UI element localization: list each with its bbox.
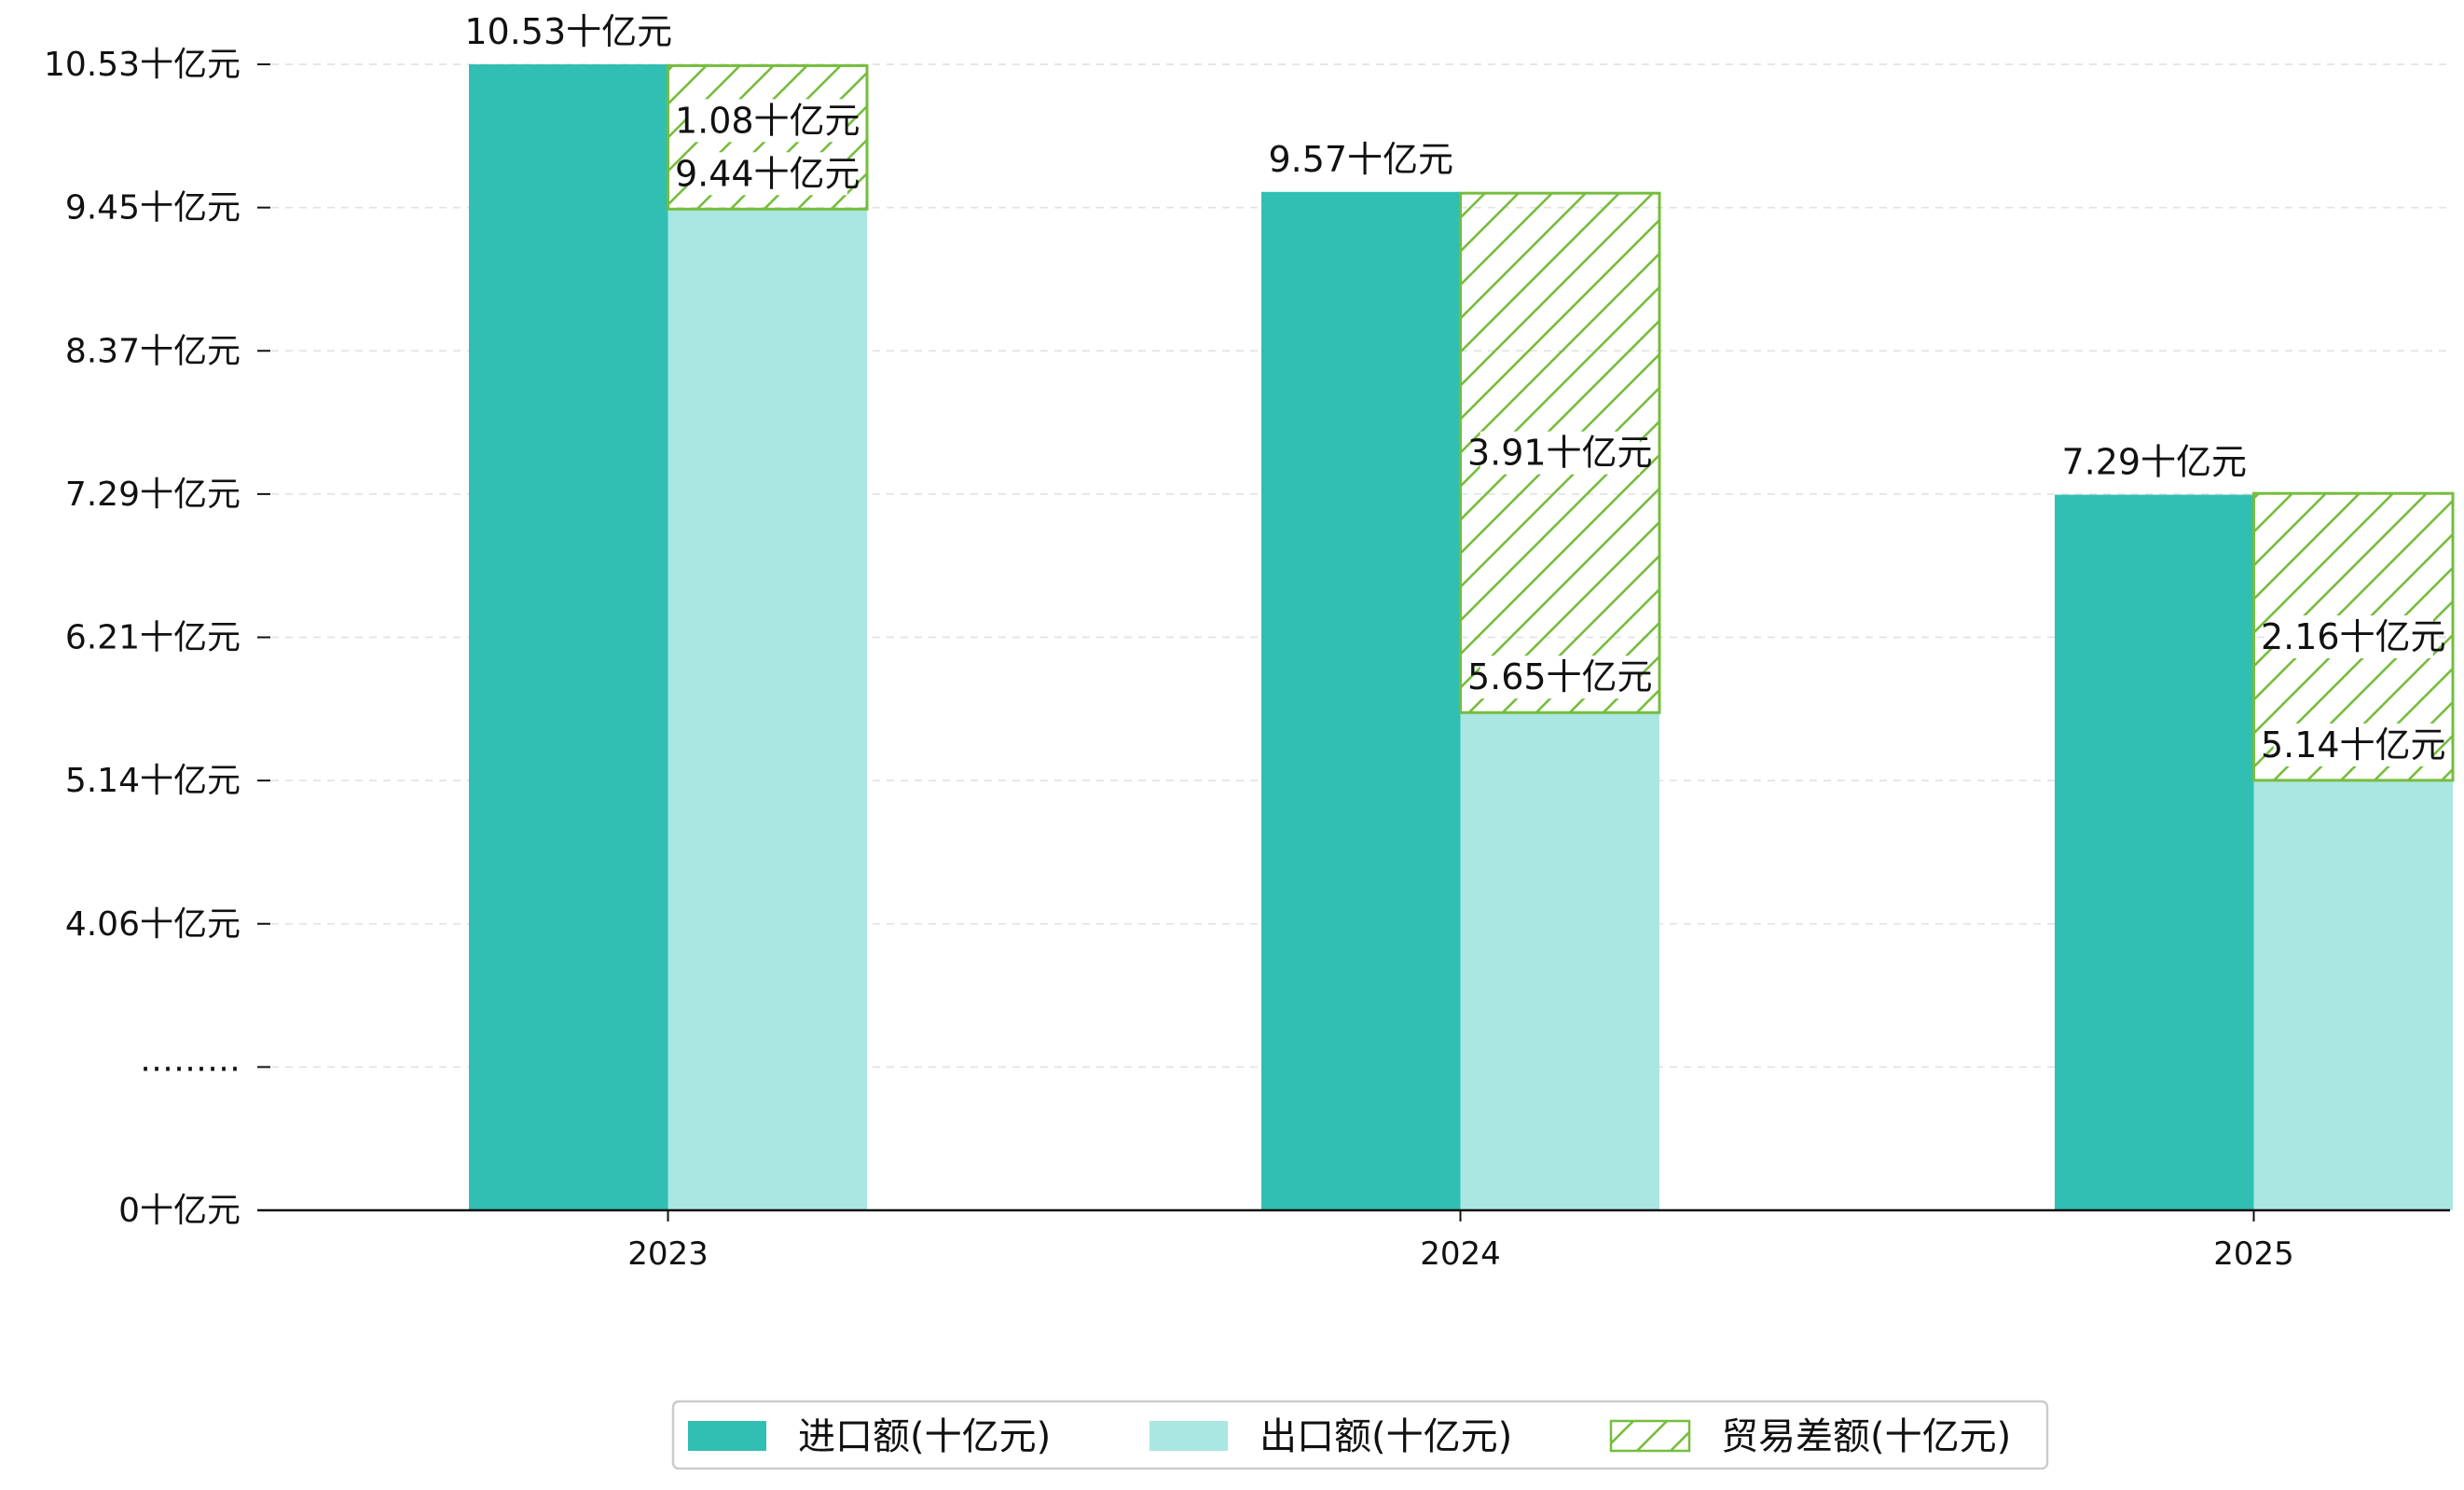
axes: 0十亿元 ……… 4.06十亿元 5.14十亿元 6.21十亿元 7.29十亿元 8.37十… [44, 46, 2450, 1273]
y-tick-label: 7.29十亿元 [65, 476, 241, 514]
y-tick-label: 9.45十亿元 [65, 189, 241, 228]
label-export-2023: 9.44十亿元 [675, 153, 860, 194]
label-export-2024: 5.65十亿元 [1467, 656, 1653, 697]
y-tick-label: 6.21十亿元 [65, 619, 241, 657]
label-import-2025: 7.29十亿元 [2061, 442, 2247, 483]
y-tick-label: 4.06十亿元 [65, 905, 241, 944]
y-tick-label: 10.53十亿元 [44, 46, 241, 84]
label-balance-2023: 1.08十亿元 [675, 100, 860, 141]
label-export-2025: 5.14十亿元 [2261, 724, 2446, 766]
bar-import-2023 [469, 64, 668, 1210]
legend: 进口额(十亿元) 出口额(十亿元) 贸易差额(十亿元) [671, 1400, 2049, 1470]
legend-label: 出口额(十亿元) [1260, 1415, 1512, 1458]
label-import-2024: 9.57十亿元 [1268, 139, 1453, 180]
label-balance-2024: 3.91十亿元 [1467, 433, 1653, 474]
x-tick-label: 2024 [1420, 1235, 1501, 1273]
bar-import-2024 [1261, 191, 1461, 1211]
legend-swatch-import [688, 1421, 766, 1451]
legend-label: 进口额(十亿元) [798, 1415, 1051, 1458]
legend-label: 贸易差额(十亿元) [1721, 1415, 2011, 1458]
bars [469, 63, 2455, 1211]
label-export-2025-background [2273, 723, 2433, 766]
y-tick-label: 5.14十亿元 [65, 762, 241, 800]
x-tick-label: 2023 [627, 1235, 709, 1273]
label-balance-2025-background [2273, 615, 2433, 659]
data-labels: 10.53十亿元 9.44十亿元 1.08十亿元 9.57十亿元 5.65十亿元 3.91… [464, 11, 2446, 766]
bar-import-2025 [2055, 494, 2254, 1210]
label-export-2024-background [1480, 655, 1640, 699]
y-tick-label: 0十亿元 [118, 1192, 241, 1230]
x-tick-label: 2025 [2213, 1235, 2294, 1273]
label-export-2023-background [687, 152, 847, 196]
label-balance-2024-background [1480, 431, 1640, 475]
label-balance-2025: 2.16十亿元 [2261, 616, 2446, 657]
legend-swatch-export [1149, 1421, 1228, 1451]
bar-export-2023 [668, 209, 867, 1210]
legend-frame [671, 1400, 2049, 1470]
bar-export-2025 [2253, 779, 2453, 1210]
label-balance-2023-background [687, 99, 847, 143]
legend-swatch-balance [1609, 1419, 1691, 1453]
label-import-2023: 10.53十亿元 [464, 11, 672, 52]
y-tick-label: ……… [140, 1041, 241, 1079]
y-tick-label: 8.37十亿元 [65, 332, 241, 370]
bar-export-2024 [1460, 712, 1659, 1210]
